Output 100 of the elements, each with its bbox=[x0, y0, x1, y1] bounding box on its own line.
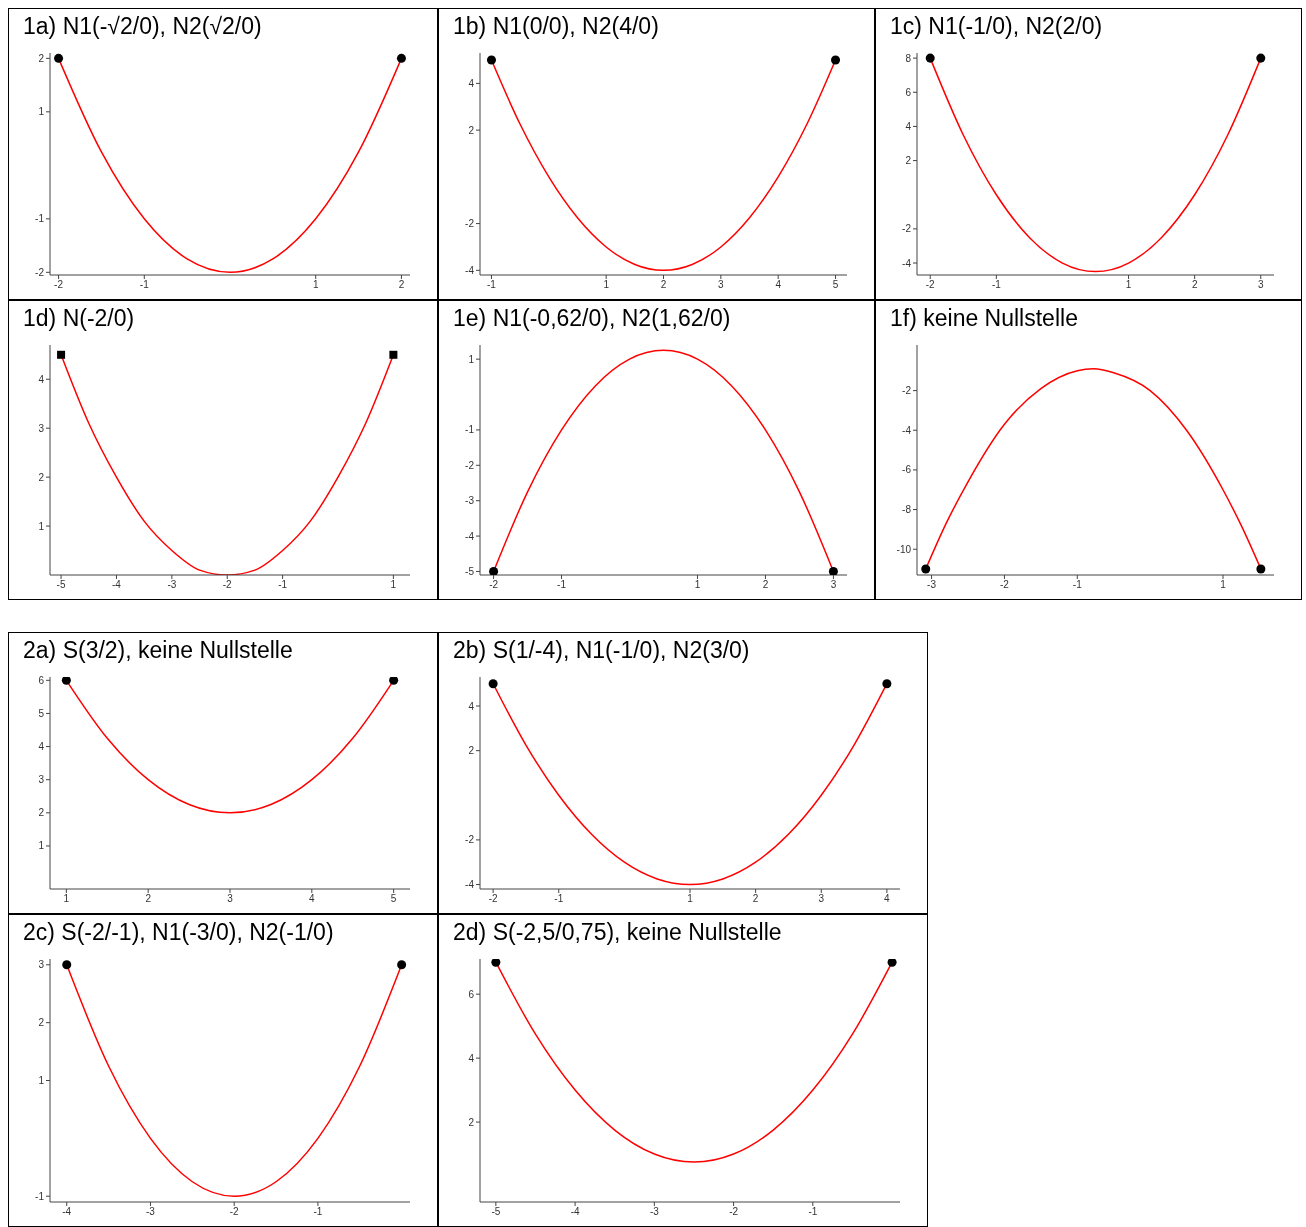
y-tick-label: 2 bbox=[468, 745, 475, 757]
y-tick-label: -4 bbox=[902, 257, 912, 269]
y-tick-label: 2 bbox=[468, 1116, 475, 1128]
y-tick-label: -4 bbox=[465, 879, 475, 891]
chart-title: 1f) keine Nullstelle bbox=[890, 305, 1078, 332]
x-tick-label: -2 bbox=[488, 893, 498, 905]
x-tick-label: -4 bbox=[570, 1206, 580, 1218]
x-tick-label: -3 bbox=[649, 1206, 660, 1218]
x-tick-label: -2 bbox=[999, 579, 1010, 591]
x-tick-label: 1 bbox=[694, 579, 701, 591]
chart-title: 2d) S(-2,5/0,75), keine Nullstelle bbox=[453, 919, 782, 946]
y-tick-label: -6 bbox=[902, 464, 912, 476]
x-tick-label: -2 bbox=[489, 579, 499, 591]
chart-title: 1d) N(-2/0) bbox=[23, 305, 135, 332]
x-tick-label: 2 bbox=[398, 279, 405, 291]
x-tick-label: -3 bbox=[927, 579, 937, 591]
x-tick-label: -2 bbox=[54, 279, 64, 291]
x-tick-label: 3 bbox=[818, 893, 825, 905]
y-tick-label: 4 bbox=[905, 120, 912, 132]
y-tick-label: -10 bbox=[896, 543, 912, 555]
x-tick-label: -4 bbox=[62, 1206, 72, 1218]
x-tick-label: 5 bbox=[390, 893, 397, 905]
y-tick-label: -4 bbox=[465, 530, 475, 542]
y-tick-label: 4 bbox=[468, 700, 475, 712]
y-tick-label: -2 bbox=[465, 218, 475, 230]
y-tick-label: -2 bbox=[465, 834, 475, 846]
x-tick-label: 1 bbox=[687, 893, 694, 905]
x-tick-label: -3 bbox=[146, 1206, 156, 1218]
x-tick-label: -1 bbox=[313, 1206, 323, 1218]
y-tick-label: -4 bbox=[465, 264, 475, 276]
x-tick-label: -1 bbox=[554, 893, 564, 905]
x-tick-label: 1 bbox=[63, 893, 70, 905]
y-tick-label: -8 bbox=[902, 504, 912, 516]
x-tick-label: -2 bbox=[229, 1206, 240, 1218]
x-tick-label: 2 bbox=[762, 579, 769, 591]
y-tick-label: 2 bbox=[38, 1017, 45, 1029]
y-tick-label: 4 bbox=[468, 1052, 475, 1064]
y-tick-label: 2 bbox=[38, 52, 45, 64]
y-tick-label: 6 bbox=[468, 988, 475, 1000]
x-tick-label: 4 bbox=[309, 893, 316, 905]
chart-title: 2a) S(3/2), keine Nullstelle bbox=[23, 637, 293, 664]
x-tick-label: 4 bbox=[884, 893, 891, 905]
x-tick-label: -1 bbox=[139, 279, 150, 291]
y-tick-label: 1 bbox=[38, 520, 45, 532]
x-tick-label: -1 bbox=[808, 1206, 818, 1218]
chart-title: 1c) N1(-1/0), N2(2/0) bbox=[890, 13, 1103, 40]
y-tick-label: -4 bbox=[902, 424, 912, 436]
y-tick-label: -2 bbox=[465, 459, 475, 471]
y-tick-label: 1 bbox=[38, 106, 45, 118]
x-tick-label: 1 bbox=[1125, 279, 1132, 291]
chart-title: 2b) S(1/-4), N1(-1/0), N2(3/0) bbox=[453, 637, 750, 664]
x-tick-label: -3 bbox=[167, 579, 177, 591]
x-tick-label: 2 bbox=[145, 893, 152, 905]
x-tick-label: -2 bbox=[729, 1206, 739, 1218]
y-tick-label: 4 bbox=[38, 741, 45, 753]
y-tick-label: -2 bbox=[902, 223, 912, 235]
x-tick-label: -1 bbox=[487, 279, 497, 291]
x-tick-label: -4 bbox=[112, 579, 122, 591]
y-tick-label: 4 bbox=[468, 77, 475, 89]
x-tick-label: 1 bbox=[603, 279, 610, 291]
y-tick-label: -1 bbox=[35, 1190, 45, 1202]
y-tick-label: 8 bbox=[905, 52, 912, 64]
y-tick-label: 3 bbox=[38, 774, 45, 786]
x-tick-label: -1 bbox=[1072, 579, 1083, 591]
y-tick-label: -1 bbox=[35, 213, 45, 225]
chart-title: 1b) N1(0/0), N2(4/0) bbox=[453, 13, 659, 40]
y-tick-label: 6 bbox=[905, 86, 912, 98]
x-tick-label: -2 bbox=[222, 579, 233, 591]
x-tick-label: 3 bbox=[1258, 279, 1264, 291]
x-tick-label: 1 bbox=[390, 579, 397, 591]
x-tick-label: 5 bbox=[832, 279, 839, 291]
chart-title: 1a) N1(-√2/0), N2(√2/0) bbox=[23, 13, 262, 40]
x-tick-label: 3 bbox=[718, 279, 725, 291]
y-tick-label: -5 bbox=[465, 566, 475, 578]
y-tick-label: 3 bbox=[38, 959, 45, 971]
x-tick-label: 2 bbox=[1191, 279, 1198, 291]
x-tick-label: -5 bbox=[491, 1206, 501, 1218]
y-tick-label: 2 bbox=[905, 155, 912, 167]
x-tick-label: 3 bbox=[830, 579, 837, 591]
y-tick-label: 6 bbox=[38, 674, 45, 686]
y-tick-label: 4 bbox=[38, 373, 45, 385]
x-tick-label: 3 bbox=[227, 893, 234, 905]
x-tick-label: 1 bbox=[312, 279, 319, 291]
y-tick-label: 1 bbox=[38, 1075, 45, 1087]
x-tick-label: -5 bbox=[56, 579, 66, 591]
y-tick-label: 2 bbox=[468, 124, 475, 136]
y-tick-label: 2 bbox=[38, 471, 45, 483]
y-tick-label: 2 bbox=[38, 807, 45, 819]
x-tick-label: -1 bbox=[991, 279, 1002, 291]
x-tick-label: -1 bbox=[278, 579, 288, 591]
x-tick-label: 2 bbox=[660, 279, 667, 291]
x-tick-label: 4 bbox=[775, 279, 782, 291]
x-tick-label: -1 bbox=[557, 579, 567, 591]
y-tick-label: -2 bbox=[35, 266, 45, 278]
y-tick-label: 5 bbox=[38, 707, 45, 719]
y-tick-label: 1 bbox=[38, 840, 45, 852]
y-tick-label: -1 bbox=[465, 424, 475, 436]
chart-title: 1e) N1(-0,62/0), N2(1,62/0) bbox=[453, 305, 731, 332]
y-tick-label: 1 bbox=[468, 353, 475, 365]
y-tick-label: -3 bbox=[465, 495, 475, 507]
